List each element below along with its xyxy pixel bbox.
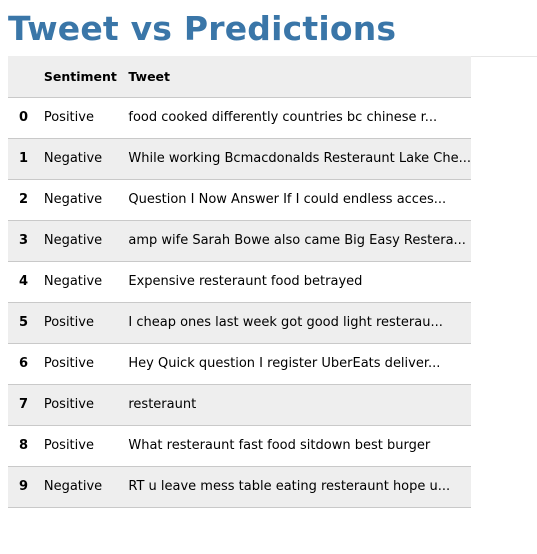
tweet-cell: Hey Quick question I register UberEats d… bbox=[117, 343, 471, 385]
row-index: 3 bbox=[8, 220, 33, 262]
tweet-cell: food cooked differently countries bc chi… bbox=[117, 97, 471, 139]
table-row: 0 Positive food cooked differently count… bbox=[8, 97, 471, 139]
row-index: 8 bbox=[8, 425, 33, 467]
tweet-cell: While working Bcmacdonalds Resteraunt La… bbox=[117, 138, 471, 180]
table-row: 8 Positive What resteraunt fast food sit… bbox=[8, 425, 471, 467]
tweet-cell: What resteraunt fast food sitdown best b… bbox=[117, 425, 471, 467]
table-row: 9 Negative RT u leave mess table eating … bbox=[8, 466, 471, 508]
row-index: 1 bbox=[8, 138, 33, 180]
tweet-cell: amp wife Sarah Bowe also came Big Easy R… bbox=[117, 220, 471, 262]
page-title: Tweet vs Predictions bbox=[8, 9, 397, 48]
table-row: 4 Negative Expensive resteraunt food bet… bbox=[8, 261, 471, 303]
table-row: 5 Positive I cheap ones last week got go… bbox=[8, 302, 471, 344]
tweet-cell: Expensive resteraunt food betrayed bbox=[117, 261, 471, 303]
table-row: 6 Positive Hey Quick question I register… bbox=[8, 343, 471, 385]
sentiment-cell: Positive bbox=[32, 384, 118, 426]
tweet-cell: resteraunt bbox=[117, 384, 471, 426]
row-index: 9 bbox=[8, 466, 33, 508]
tweet-cell: RT u leave mess table eating resteraunt … bbox=[117, 466, 471, 508]
row-index: 4 bbox=[8, 261, 33, 303]
sentiment-cell: Negative bbox=[32, 220, 118, 262]
row-index: 0 bbox=[8, 97, 33, 139]
row-index: 2 bbox=[8, 179, 33, 221]
column-header-tweet: Tweet bbox=[117, 56, 471, 98]
column-header-sentiment: Sentiment bbox=[32, 56, 118, 98]
table-row: 3 Negative amp wife Sarah Bowe also came… bbox=[8, 220, 471, 262]
sentiment-cell: Positive bbox=[32, 425, 118, 467]
sentiment-cell: Negative bbox=[32, 179, 118, 221]
tweet-cell: Question I Now Answer If I could endless… bbox=[117, 179, 471, 221]
sentiment-cell: Negative bbox=[32, 261, 118, 303]
table-row: 1 Negative While working Bcmacdonalds Re… bbox=[8, 138, 471, 180]
column-header-index bbox=[8, 56, 33, 98]
sentiment-cell: Negative bbox=[32, 466, 118, 508]
row-index: 7 bbox=[8, 384, 33, 426]
predictions-table: Sentiment Tweet 0 Positive food cooked d… bbox=[8, 56, 471, 508]
sentiment-cell: Positive bbox=[32, 343, 118, 385]
row-index: 5 bbox=[8, 302, 33, 344]
table-row: 7 Positive resteraunt bbox=[8, 384, 471, 426]
tweet-cell: I cheap ones last week got good light re… bbox=[117, 302, 471, 344]
table-row: 2 Negative Question I Now Answer If I co… bbox=[8, 179, 471, 221]
sentiment-cell: Positive bbox=[32, 302, 118, 344]
table-header-row: Sentiment Tweet bbox=[8, 56, 471, 98]
sentiment-cell: Positive bbox=[32, 97, 118, 139]
row-index: 6 bbox=[8, 343, 33, 385]
sentiment-cell: Negative bbox=[32, 138, 118, 180]
